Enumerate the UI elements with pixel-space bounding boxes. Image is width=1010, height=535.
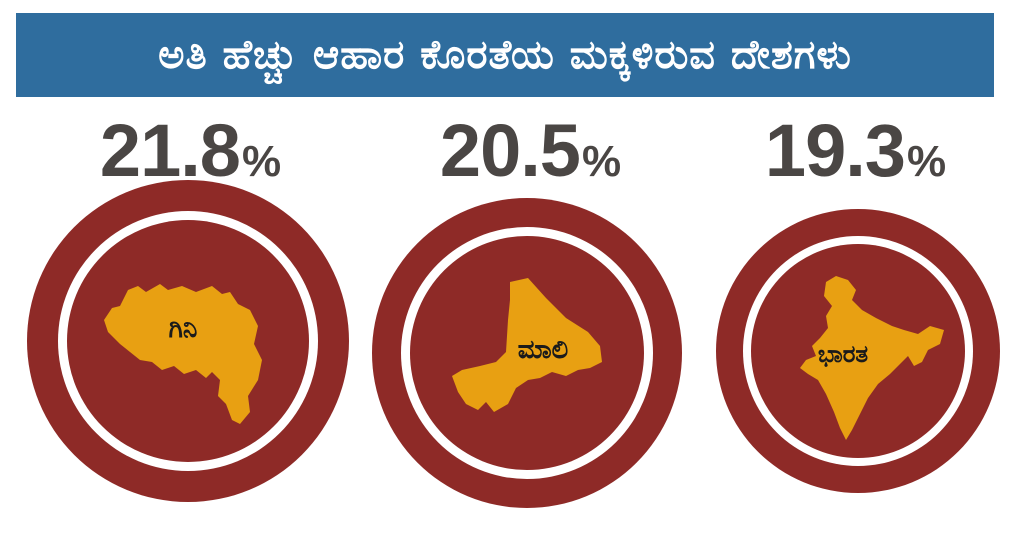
- value-unit: %: [581, 137, 621, 186]
- india-map-icon: [800, 276, 944, 440]
- title-bar: ಅತಿ ಹೆಚ್ಚು ಆಹಾರ ಕೊರತೆಯ ಮಕ್ಕಳಿರುವ ದೇಶಗಳು: [16, 13, 994, 97]
- value-label-mali: 20.5%: [410, 108, 650, 192]
- value-label-guinea: 21.8%: [80, 108, 300, 192]
- value-number: 21.8: [99, 109, 241, 192]
- chart-title: ಅತಿ ಹೆಚ್ಚು ಆಹಾರ ಕೊರತೆಯ ಮಕ್ಕಳಿರುವ ದೇಶಗಳು: [158, 32, 852, 78]
- value-label-india: 19.3%: [745, 108, 965, 192]
- circle-india: ಭಾರತ: [716, 209, 1000, 493]
- country-label-guinea: ಗಿನಿ: [169, 314, 198, 344]
- circle-mali: ಮಾಲಿ: [372, 198, 682, 508]
- mali-map-icon: [452, 278, 602, 412]
- value-number: 19.3: [764, 109, 906, 192]
- value-unit: %: [906, 137, 946, 186]
- guinea-map-icon: [104, 284, 262, 424]
- value-unit: %: [241, 137, 281, 186]
- country-label-mali: ಮಾಲಿ: [518, 335, 568, 365]
- value-number: 20.5: [439, 109, 581, 192]
- circle-guinea: ಗಿನಿ: [27, 180, 349, 502]
- country-label-india: ಭಾರತ: [818, 340, 869, 368]
